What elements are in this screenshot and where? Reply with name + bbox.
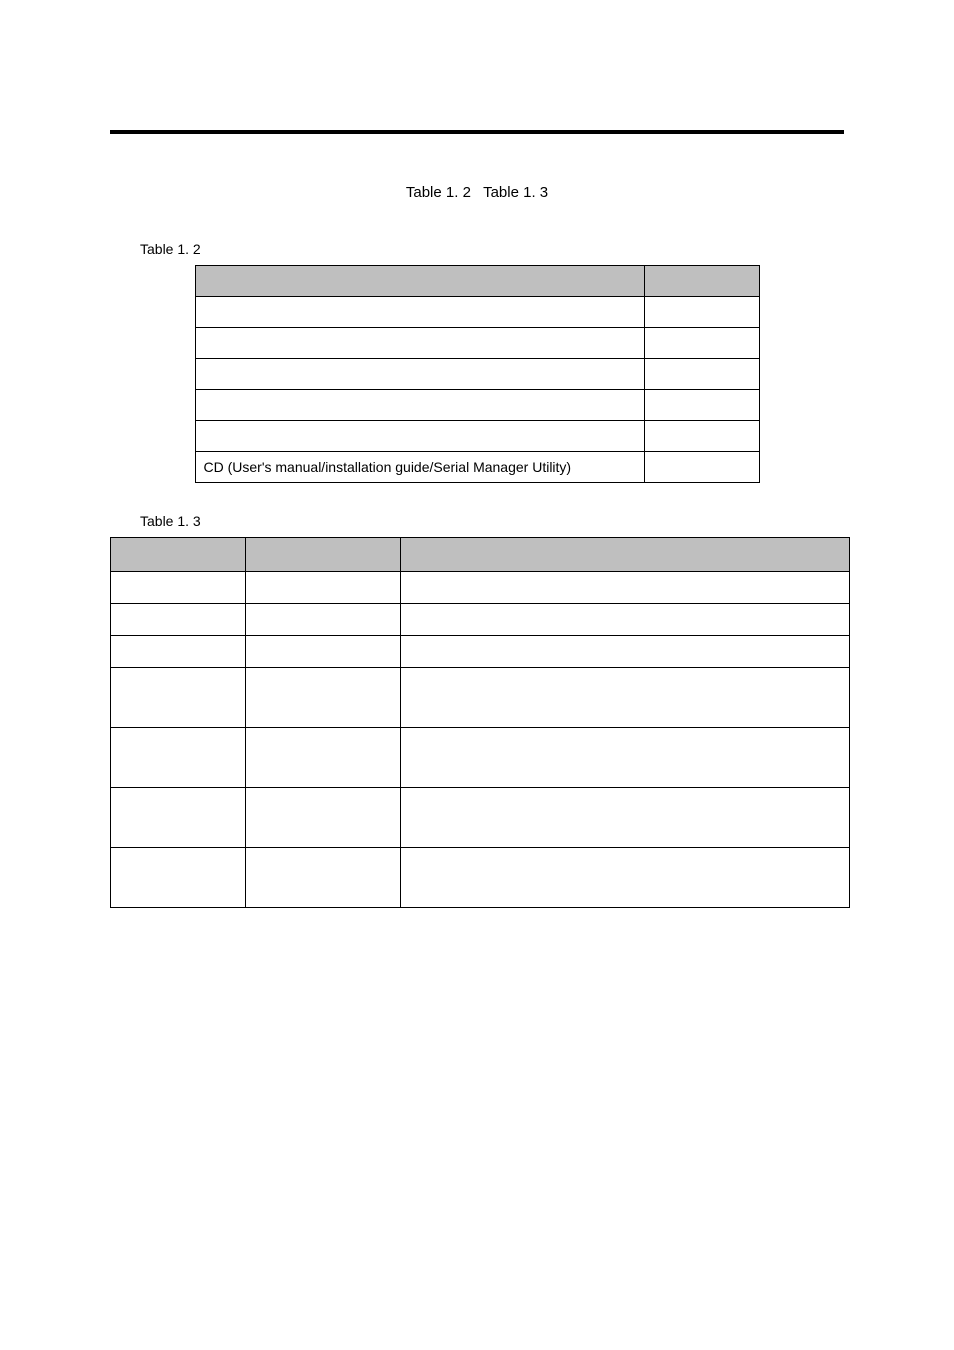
table-cell (195, 390, 644, 421)
table-cell (111, 788, 246, 848)
table-row (111, 572, 850, 604)
ref-table-1-2: Table 1. 2 (406, 184, 471, 201)
table-row (111, 788, 850, 848)
table-cross-reference: Table 1. 2 Table 1. 3 (110, 184, 844, 201)
table-row (195, 328, 759, 359)
table-cell (111, 636, 246, 668)
table-row (195, 359, 759, 390)
ref-table-1-3: Table 1. 3 (483, 184, 548, 201)
table-header-cell (195, 266, 644, 297)
table-cell (245, 572, 400, 604)
table-cell: CD (User's manual/installation guide/Ser… (195, 452, 644, 483)
table-cell (400, 848, 849, 908)
table-cell (400, 788, 849, 848)
table-header-cell (400, 538, 849, 572)
table-header-row (195, 266, 759, 297)
table-cell (245, 788, 400, 848)
table-cell (400, 636, 849, 668)
table-cell (245, 668, 400, 728)
optional-accessories-table (110, 537, 850, 908)
table-cell (400, 728, 849, 788)
table-cell (644, 452, 759, 483)
table-row (111, 604, 850, 636)
table-row (195, 390, 759, 421)
table-1-3-caption: Table 1. 3 (140, 513, 844, 529)
table-header-cell (245, 538, 400, 572)
table-cell (245, 636, 400, 668)
table-cell (400, 604, 849, 636)
table-cell (111, 668, 246, 728)
table-cell (111, 572, 246, 604)
table-cell (644, 390, 759, 421)
table-cell (644, 359, 759, 390)
table-cell (644, 421, 759, 452)
table-cell (111, 848, 246, 908)
table-cell (644, 297, 759, 328)
table-row (195, 297, 759, 328)
table-cell (195, 297, 644, 328)
table-cell (195, 328, 644, 359)
table-cell (111, 728, 246, 788)
table-cell (400, 668, 849, 728)
table-row (111, 728, 850, 788)
table-row (111, 848, 850, 908)
table-cell (644, 328, 759, 359)
packing-list-table: CD (User's manual/installation guide/Ser… (195, 265, 760, 483)
table-row: CD (User's manual/installation guide/Ser… (195, 452, 759, 483)
table-row (111, 668, 850, 728)
table-cell (195, 359, 644, 390)
table-cell (245, 848, 400, 908)
table-cell (245, 604, 400, 636)
horizontal-rule (110, 130, 844, 134)
table-cell (195, 421, 644, 452)
table-1-2-caption: Table 1. 2 (140, 241, 844, 257)
table-header-cell (644, 266, 759, 297)
table-header-row (111, 538, 850, 572)
table-row (111, 636, 850, 668)
table-header-cell (111, 538, 246, 572)
table-row (195, 421, 759, 452)
table-cell (400, 572, 849, 604)
table-cell (245, 728, 400, 788)
table-cell (111, 604, 246, 636)
